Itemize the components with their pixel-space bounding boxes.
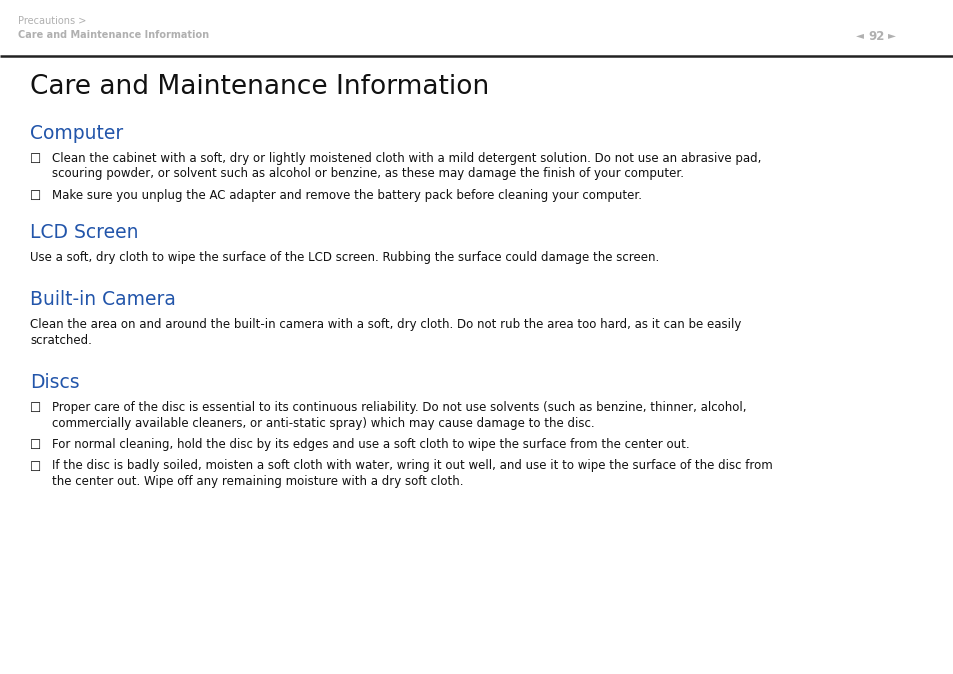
- Text: Proper care of the disc is essential to its continuous reliability. Do not use s: Proper care of the disc is essential to …: [52, 401, 745, 414]
- Text: ☐: ☐: [30, 190, 41, 203]
- Text: Built-in Camera: Built-in Camera: [30, 290, 175, 309]
- Text: the center out. Wipe off any remaining moisture with a dry soft cloth.: the center out. Wipe off any remaining m…: [52, 475, 463, 488]
- Text: ☐: ☐: [30, 402, 41, 415]
- Text: Computer: Computer: [30, 124, 123, 143]
- Text: Use a soft, dry cloth to wipe the surface of the LCD screen. Rubbing the surface: Use a soft, dry cloth to wipe the surfac…: [30, 251, 659, 264]
- Text: ☐: ☐: [30, 439, 41, 452]
- Text: Clean the area on and around the built-in camera with a soft, dry cloth. Do not : Clean the area on and around the built-i…: [30, 318, 740, 331]
- Text: Care and Maintenance Information: Care and Maintenance Information: [30, 74, 489, 100]
- Text: For normal cleaning, hold the disc by its edges and use a soft cloth to wipe the: For normal cleaning, hold the disc by it…: [52, 438, 689, 451]
- Text: ☐: ☐: [30, 153, 41, 166]
- Text: ◄: ◄: [855, 30, 863, 40]
- Text: Clean the cabinet with a soft, dry or lightly moistened cloth with a mild deterg: Clean the cabinet with a soft, dry or li…: [52, 152, 760, 165]
- Text: If the disc is badly soiled, moisten a soft cloth with water, wring it out well,: If the disc is badly soiled, moisten a s…: [52, 460, 772, 472]
- Text: LCD Screen: LCD Screen: [30, 222, 138, 241]
- Text: commercially available cleaners, or anti-static spray) which may cause damage to: commercially available cleaners, or anti…: [52, 417, 594, 429]
- Text: Care and Maintenance Information: Care and Maintenance Information: [18, 30, 209, 40]
- Text: ☐: ☐: [30, 460, 41, 474]
- Text: Discs: Discs: [30, 373, 79, 392]
- Text: ►: ►: [887, 30, 895, 40]
- Text: scratched.: scratched.: [30, 334, 91, 346]
- Text: Make sure you unplug the AC adapter and remove the battery pack before cleaning : Make sure you unplug the AC adapter and …: [52, 189, 641, 202]
- Text: Precautions >: Precautions >: [18, 16, 87, 26]
- Text: scouring powder, or solvent such as alcohol or benzine, as these may damage the : scouring powder, or solvent such as alco…: [52, 168, 683, 181]
- Text: 92: 92: [867, 30, 883, 43]
